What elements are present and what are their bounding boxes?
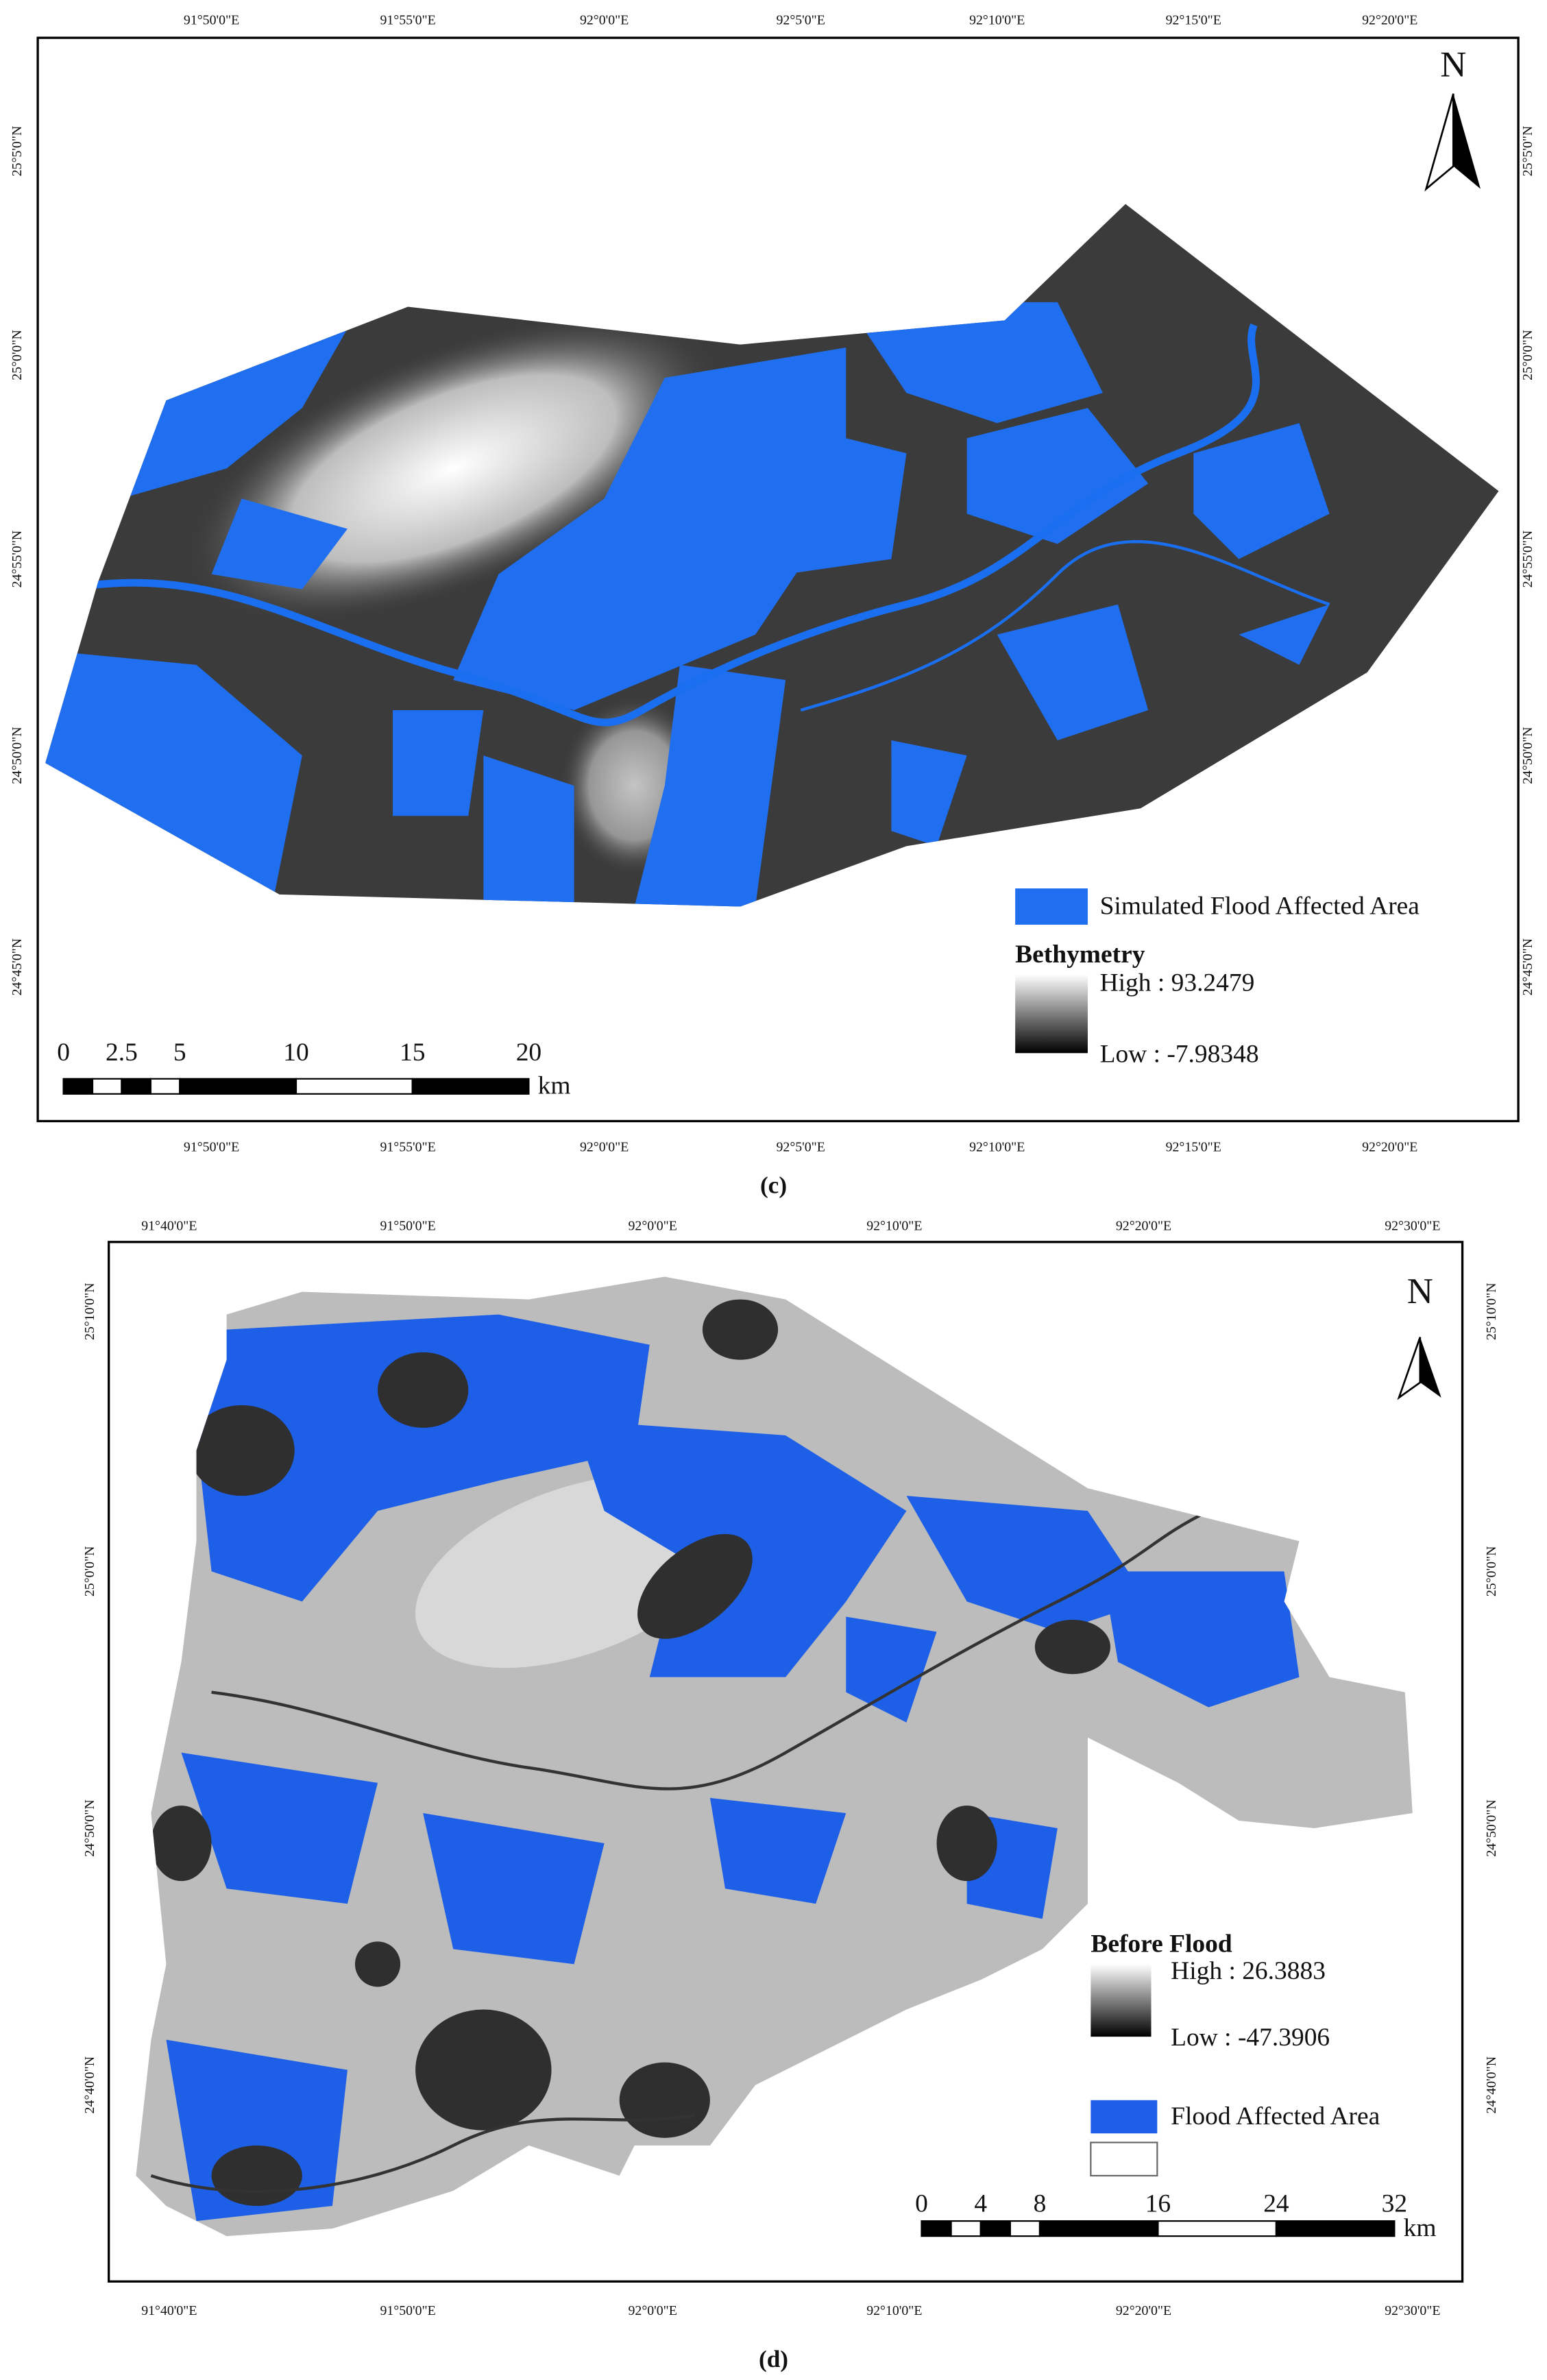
longitude-label: 92°10'0"E [866,2303,922,2318]
longitude-label: 91°50'0"E [380,1218,435,1233]
map-frame [36,36,1520,1123]
longitude-label: 92°20'0"E [1362,1140,1417,1155]
legend-ramp [1091,1964,1152,2037]
latitude-label: 24°50'0"N [82,1799,97,1857]
map-body [45,204,1499,907]
scale-label: 0 [915,2190,928,2218]
scale-label: 15 [400,1039,425,1067]
longitude-label: 92°15'0"E [1166,1140,1221,1155]
latitude-label: 25°0'0"N [10,330,25,380]
latitude-label: 25°10'0"N [82,1283,97,1340]
longitude-label: 92°30'0"E [1385,2303,1440,2318]
scale-segment [62,1078,94,1095]
legend-swatch [1090,2141,1158,2177]
map-frame [108,1241,1464,2283]
longitude-label: 91°55'0"E [380,1140,435,1155]
scale-segment [149,1078,181,1095]
legend-low: Low : -7.98348 [1100,1040,1259,1068]
latitude-label: 24°40'0"N [1484,2056,1499,2113]
longitude-label: 92°30'0"E [1385,1218,1440,1233]
latitude-label: 25°0'0"N [1484,1546,1499,1597]
scale-segment [950,2220,982,2237]
latitude-label: 25°10'0"N [1484,1283,1499,1340]
longitude-label: 92°5'0"E [776,12,825,27]
scale-segment [179,1078,297,1095]
scale-segment [921,2220,952,2237]
latitude-label: 24°45'0"N [1520,938,1535,996]
longitude-label: 91°40'0"E [141,1218,197,1233]
scale-label: 4 [974,2190,987,2218]
scale-segment [979,2220,1011,2237]
scale-label: 10 [283,1039,308,1067]
longitude-label: 91°55'0"E [380,12,435,27]
caption: (c) [760,1172,787,1199]
legend-ramp-title: Before Flood [1091,1930,1232,1958]
longitude-label: 91°40'0"E [141,2303,197,2318]
scale-segment [1009,2220,1041,2237]
latitude-label: 24°50'0"N [10,727,25,784]
scale-label: 0 [57,1039,70,1067]
latitude-label: 25°5'0"N [1520,126,1535,177]
longitude-label: 92°20'0"E [1362,12,1417,27]
longitude-label: 92°0'0"E [580,1140,629,1155]
north-label: N [1407,1272,1433,1311]
scale-segment [91,1078,123,1095]
scale-segment [1038,2220,1159,2237]
scale-label: 8 [1034,2190,1047,2218]
legend-flood: Flood Affected Area [1171,2102,1380,2130]
latitude-label: 25°0'0"N [1520,330,1535,380]
legend-high: High : 93.2479 [1100,969,1255,997]
latitude-label: 24°45'0"N [10,938,25,996]
scale-segment [1275,2220,1396,2237]
latitude-label: 24°50'0"N [1484,1799,1499,1856]
longitude-label: 92°0'0"E [628,1218,677,1233]
longitude-label: 92°10'0"E [866,1218,922,1233]
scale-segment [411,1078,530,1095]
latitude-label: 24°55'0"N [10,531,25,588]
longitude-label: 92°5'0"E [776,1140,825,1155]
longitude-label: 92°0'0"E [580,12,629,27]
legend-ramp [1015,974,1088,1054]
scale-segment [1157,2220,1278,2237]
scale-label: 2.5 [106,1039,138,1067]
scale-label: 24 [1263,2190,1289,2218]
scale-label: 32 [1382,2190,1407,2218]
longitude-label: 91°50'0"E [184,12,239,27]
scale-label: 16 [1145,2190,1171,2218]
caption: (d) [759,2346,788,2372]
latitude-label: 24°55'0"N [1520,531,1535,588]
legend-ramp-title: Bethymetry [1015,940,1145,969]
north-arrow [1424,93,1454,192]
latitude-label: 24°40'0"N [82,2056,97,2114]
scale-unit: km [1404,2214,1437,2242]
legend-high: High : 26.3883 [1171,1957,1326,1985]
longitude-label: 92°0'0"E [628,2303,677,2318]
scale-label: 20 [516,1039,541,1067]
legend-flood: Simulated Flood Affected Area [1100,892,1420,920]
legend-low: Low : -47.3906 [1171,2024,1330,2052]
legend-swatch [1015,888,1088,925]
latitude-label: 25°0'0"N [82,1546,97,1597]
longitude-label: 92°20'0"E [1116,2303,1171,2318]
latitude-label: 24°50'0"N [1520,727,1535,784]
longitude-label: 92°10'0"E [969,1140,1025,1155]
longitude-label: 92°20'0"E [1116,1218,1171,1233]
scale-segment [121,1078,151,1095]
longitude-label: 92°10'0"E [969,12,1025,27]
latitude-label: 25°5'0"N [10,126,25,177]
north-label: N [1440,45,1466,84]
north-arrow [1420,1337,1441,1398]
north-arrow [1453,93,1481,189]
north-arrow [1397,1337,1422,1400]
longitude-label: 91°50'0"E [184,1140,239,1155]
legend-swatch [1091,2100,1158,2134]
scale-segment [295,1078,413,1095]
scale-unit: km [538,1072,571,1100]
scale-label: 5 [173,1039,186,1067]
longitude-label: 91°50'0"E [380,2303,435,2318]
longitude-label: 92°15'0"E [1166,12,1221,27]
